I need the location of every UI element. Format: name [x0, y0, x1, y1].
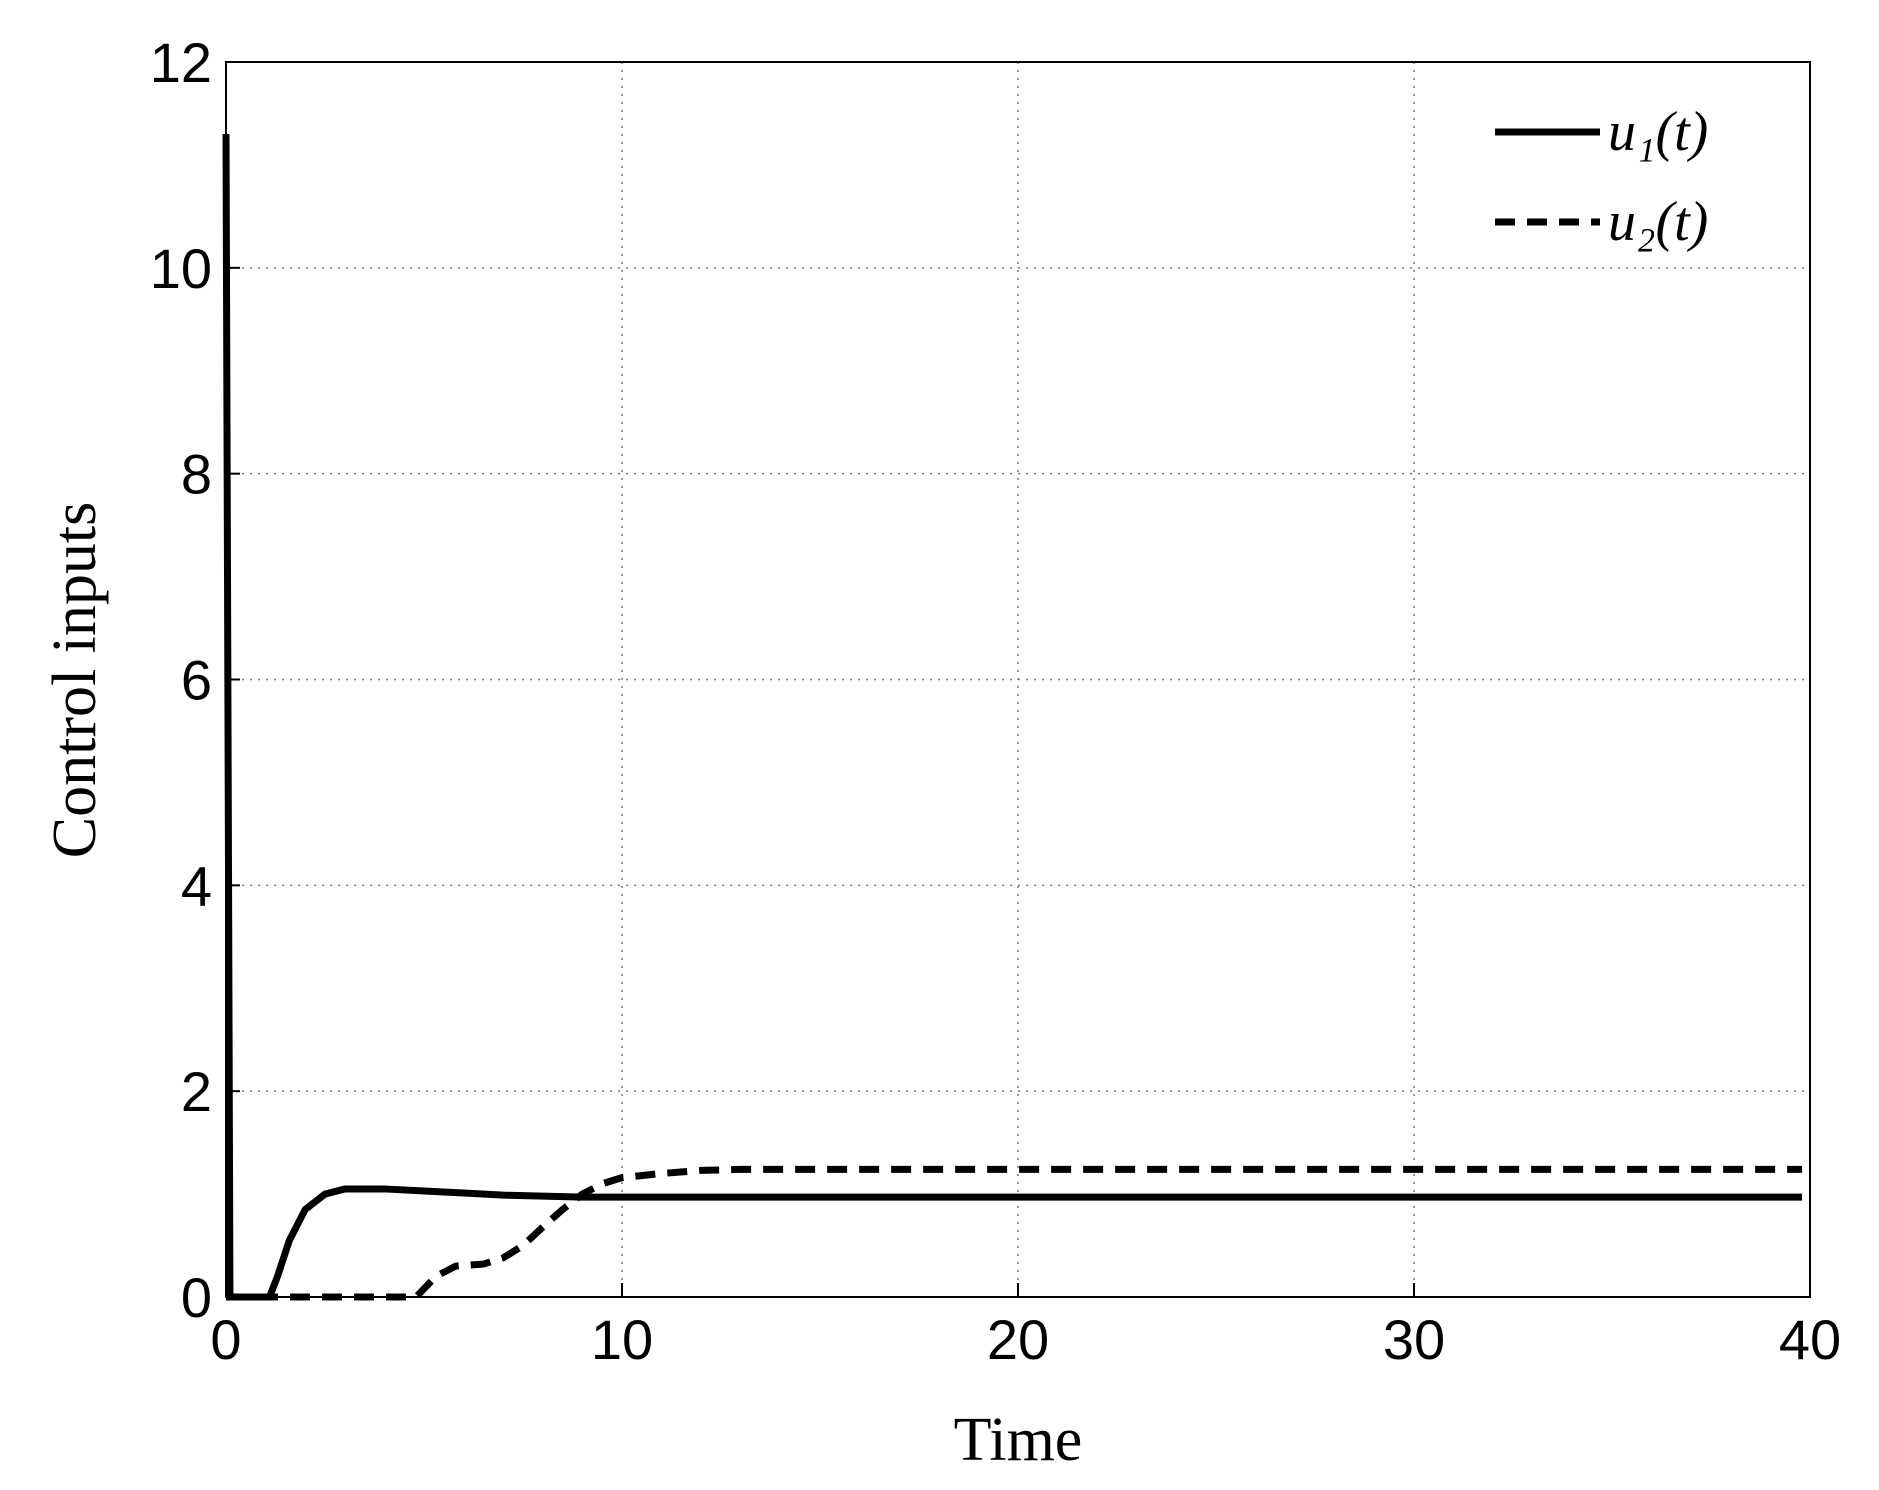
x-tick-label: 20 — [987, 1308, 1049, 1371]
x-tick-label: 40 — [1779, 1308, 1841, 1371]
y-tick-label: 0 — [181, 1266, 212, 1329]
y-axis-label: Control inputs — [41, 502, 109, 859]
legend-label: u₂(t) — [1608, 191, 1708, 253]
series-line — [222, 134, 1803, 1301]
y-tick-label: 2 — [181, 1060, 212, 1123]
y-tick-label: 4 — [181, 854, 212, 917]
x-tick-label: 10 — [591, 1308, 653, 1371]
series-line — [226, 1165, 1803, 1301]
legend-label: u₁(t) — [1608, 101, 1708, 163]
x-tick-label: 30 — [1383, 1308, 1445, 1371]
x-axis-label: Time — [954, 1406, 1083, 1474]
y-tick-label: 10 — [150, 237, 212, 300]
y-tick-label: 6 — [181, 649, 212, 712]
y-tick-label: 8 — [181, 443, 212, 506]
x-tick-label: 0 — [210, 1308, 241, 1371]
y-tick-label: 12 — [150, 31, 212, 94]
